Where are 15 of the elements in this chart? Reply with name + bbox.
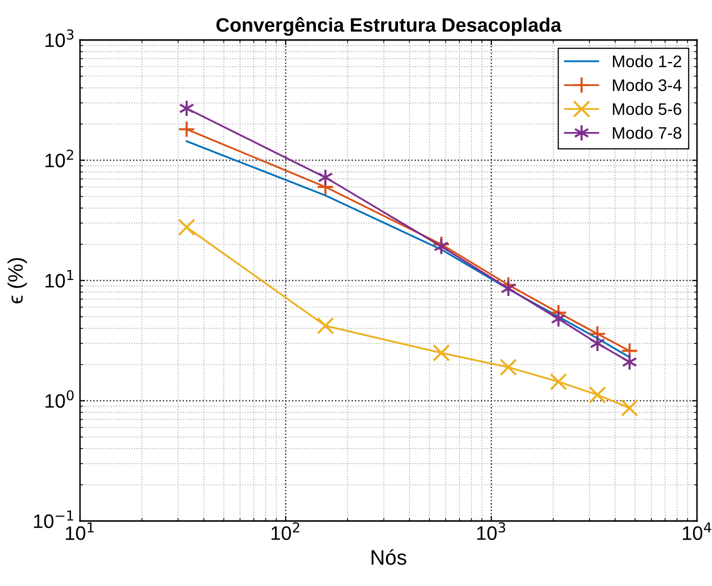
x-tick-label: 10$^{1}$: [66, 522, 94, 540]
y-tick-label: 10$^{1}$: [46, 270, 74, 288]
legend-label: Modo 1-2: [612, 55, 682, 68]
y-axis-title: ϵ (%): [8, 258, 27, 304]
x-axis-title: Nós: [372, 549, 406, 565]
x-tick-label: 10$^{4}$: [682, 522, 712, 540]
legend-label: Modo 5-6: [612, 102, 682, 115]
y-tick-label: 10$^{3}$: [46, 29, 74, 48]
y-tick-label: 10$^{2}$: [46, 150, 74, 168]
legend-label: Modo 3-4: [612, 78, 682, 92]
chart-title: Convergência Estrutura Desacoplada: [216, 17, 562, 36]
x-tick-label: 10$^{3}$: [477, 522, 506, 540]
legend-label: Modo 7-8: [612, 126, 682, 139]
x-tick-label: 10$^{2}$: [272, 522, 300, 540]
y-tick-label: 10$^{0}$: [46, 390, 74, 408]
